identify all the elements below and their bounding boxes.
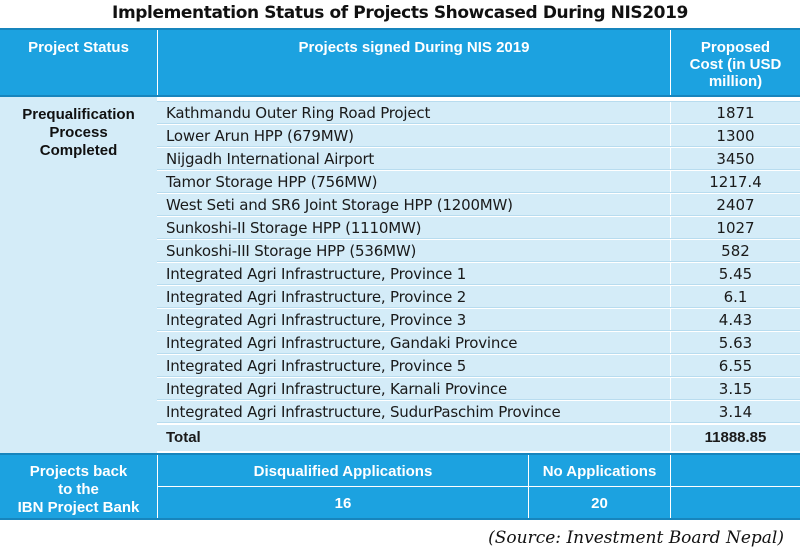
column-divider — [670, 401, 671, 422]
project-name: Tamor Storage HPP (756MW) — [166, 173, 378, 191]
header-cost-line: Proposed — [700, 39, 771, 56]
header-project-status: Project Status — [28, 39, 129, 56]
column-divider — [670, 102, 671, 123]
prequalification-cell: Prequalification Process Completed — [0, 97, 157, 453]
project-cost: 1217.4 — [709, 173, 762, 191]
column-divider — [670, 378, 671, 399]
back-line: Projects back — [29, 463, 128, 480]
table-row: Sunkoshi-III Storage HPP (536MW) 582 — [157, 240, 800, 262]
project-cost: 3.14 — [718, 403, 753, 421]
table-row: Lower Arun HPP (679MW) 1300 — [157, 125, 800, 147]
prequal-line: Process — [49, 124, 108, 141]
source-credit: (Source: Investment Board Nepal) — [488, 528, 784, 548]
project-cost: 5.63 — [718, 334, 753, 352]
column-divider — [670, 194, 671, 215]
column-divider — [670, 263, 671, 284]
ibn-project-bank-section: Projects back to the IBN Project Bank Di… — [0, 453, 800, 520]
project-cost: 6.55 — [718, 357, 753, 375]
project-cost: 3450 — [716, 150, 755, 168]
column-divider — [670, 171, 671, 192]
no-applications-label: No Applications — [542, 463, 657, 480]
projects-table-body: Kathmandu Outer Ring Road Project 1871 L… — [157, 101, 800, 424]
header-divider — [157, 30, 158, 95]
prequal-line: Completed — [39, 142, 118, 159]
project-name: Integrated Agri Infrastructure, Karnali … — [166, 380, 508, 398]
no-applications-value: 20 — [591, 495, 608, 512]
header-projects-signed: Projects signed During NIS 2019 — [298, 39, 530, 56]
project-cost: 4.43 — [718, 311, 753, 329]
table-row: Integrated Agri Infrastructure, Karnali … — [157, 378, 800, 400]
table-row: Integrated Agri Infrastructure, SudurPas… — [157, 401, 800, 423]
table-row: Integrated Agri Infrastructure, Province… — [157, 263, 800, 285]
header-divider — [670, 30, 671, 95]
back-line: to the — [58, 481, 99, 498]
table-row: Kathmandu Outer Ring Road Project 1871 — [157, 102, 800, 124]
table-row: Sunkoshi-II Storage HPP (1110MW) 1027 — [157, 217, 800, 239]
column-divider — [670, 125, 671, 146]
back-line: IBN Project Bank — [17, 499, 140, 516]
page-title: Implementation Status of Projects Showca… — [112, 3, 688, 23]
column-divider — [670, 425, 671, 451]
column-divider — [670, 286, 671, 307]
header-proposed-cost: Proposed Cost (in USD million) — [671, 30, 800, 95]
table-row: West Seti and SR6 Joint Storage HPP (120… — [157, 194, 800, 216]
table-row: Integrated Agri Infrastructure, Province… — [157, 355, 800, 377]
project-name: Integrated Agri Infrastructure, Province… — [166, 311, 467, 329]
prequalification-label: Prequalification Process Completed — [0, 106, 157, 160]
project-name: Integrated Agri Infrastructure, Gandaki … — [166, 334, 518, 352]
project-cost: 1027 — [716, 219, 755, 237]
table-row: Tamor Storage HPP (756MW) 1217.4 — [157, 171, 800, 193]
project-name: Sunkoshi-II Storage HPP (1110MW) — [166, 219, 422, 237]
project-cost: 2407 — [716, 196, 755, 214]
total-label: Total — [166, 429, 201, 446]
project-cost: 1300 — [716, 127, 755, 145]
project-name: Sunkoshi-III Storage HPP (536MW) — [166, 242, 417, 260]
table-row: Integrated Agri Infrastructure, Gandaki … — [157, 332, 800, 354]
table-header: Project Status Projects signed During NI… — [0, 28, 800, 97]
project-cost: 5.45 — [718, 265, 753, 283]
disqualified-label: Disqualified Applications — [253, 463, 433, 480]
table-row: Nijgadh International Airport 3450 — [157, 148, 800, 170]
project-name: Integrated Agri Infrastructure, Province… — [166, 357, 467, 375]
total-value: 11888.85 — [704, 429, 767, 446]
project-name: Integrated Agri Infrastructure, Province… — [166, 265, 467, 283]
column-divider — [670, 355, 671, 376]
column-divider — [670, 309, 671, 330]
header-cost-line: Cost (in USD — [689, 56, 782, 73]
projects-back-label: Projects back to the IBN Project Bank — [0, 463, 157, 517]
project-name: Nijgadh International Airport — [166, 150, 375, 168]
project-name: West Seti and SR6 Joint Storage HPP (120… — [166, 196, 513, 214]
column-divider — [670, 240, 671, 261]
project-cost: 3.15 — [718, 380, 753, 398]
disqualified-value: 16 — [334, 495, 352, 512]
bottom-row-divider — [158, 486, 800, 487]
column-divider — [670, 217, 671, 238]
column-divider — [670, 332, 671, 353]
project-cost: 6.1 — [723, 288, 748, 306]
project-cost: 582 — [721, 242, 750, 260]
total-row: Total 11888.85 — [157, 425, 800, 451]
project-name: Lower Arun HPP (679MW) — [166, 127, 354, 145]
column-divider — [670, 148, 671, 169]
project-name: Integrated Agri Infrastructure, SudurPas… — [166, 403, 561, 421]
project-name: Kathmandu Outer Ring Road Project — [166, 104, 431, 122]
project-cost: 1871 — [716, 104, 755, 122]
prequal-line: Prequalification — [22, 106, 135, 123]
project-name: Integrated Agri Infrastructure, Province… — [166, 288, 467, 306]
table-row: Integrated Agri Infrastructure, Province… — [157, 286, 800, 308]
header-cost-line: million) — [708, 73, 763, 90]
table-row: Integrated Agri Infrastructure, Province… — [157, 309, 800, 331]
bottom-divider — [157, 455, 158, 518]
